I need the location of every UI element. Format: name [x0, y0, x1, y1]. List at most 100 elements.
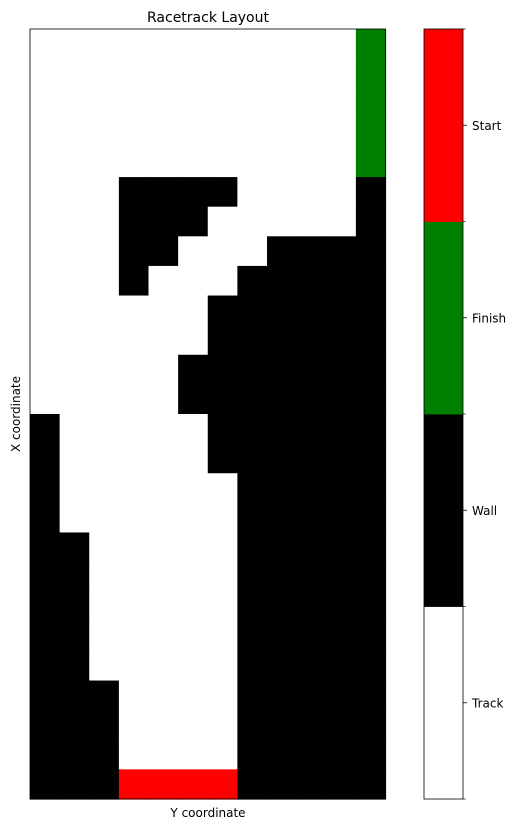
cell-wall-r5-c6	[208, 177, 238, 207]
cell-wall-r10-c9	[297, 325, 327, 355]
cell-track-r16-c6	[208, 503, 238, 533]
cell-wall-r24-c7	[237, 740, 267, 770]
cell-wall-r20-c0	[30, 621, 60, 651]
chart-title: Racetrack Layout	[147, 10, 269, 26]
cell-wall-r15-c8	[267, 473, 297, 503]
cell-track-r20-c5	[178, 621, 208, 651]
cell-wall-r21-c9	[297, 651, 327, 681]
cell-track-r11-c3	[119, 355, 149, 385]
cell-track-r8-c5	[178, 266, 208, 296]
cell-track-r10-c4	[149, 325, 179, 355]
cell-track-r2-c10	[326, 88, 356, 118]
cell-track-r5-c7	[237, 177, 267, 207]
cell-track-r3-c0	[30, 118, 60, 148]
colorbar-segment-track	[424, 607, 463, 800]
cell-wall-r24-c10	[326, 740, 356, 770]
cell-wall-r25-c7	[237, 769, 267, 799]
cell-wall-r11-c7	[237, 355, 267, 385]
cell-wall-r22-c11	[356, 681, 386, 711]
cell-wall-r21-c7	[237, 651, 267, 681]
cell-wall-r8-c7	[237, 266, 267, 296]
cell-wall-r12-c6	[208, 384, 238, 414]
cell-track-r19-c5	[178, 592, 208, 622]
cell-track-r2-c9	[297, 88, 327, 118]
heatmap-cells	[30, 29, 386, 800]
cell-track-r19-c6	[208, 592, 238, 622]
cell-track-r15-c6	[208, 473, 238, 503]
cell-track-r12-c3	[119, 384, 149, 414]
cell-wall-r9-c10	[326, 296, 356, 326]
cell-wall-r24-c0	[30, 740, 60, 770]
cell-track-r4-c0	[30, 147, 60, 177]
cell-wall-r17-c10	[326, 532, 356, 562]
cell-track-r12-c0	[30, 384, 60, 414]
cell-wall-r17-c8	[267, 532, 297, 562]
cell-wall-r6-c5	[178, 207, 208, 237]
cell-track-r8-c2	[89, 266, 119, 296]
cell-track-r3-c9	[297, 118, 327, 148]
cell-track-r14-c4	[149, 444, 179, 474]
cell-wall-r17-c9	[297, 532, 327, 562]
cell-track-r18-c2	[89, 562, 119, 592]
cell-track-r18-c5	[178, 562, 208, 592]
cell-track-r18-c6	[208, 562, 238, 592]
cell-track-r1-c7	[237, 59, 267, 89]
cell-wall-r25-c9	[297, 769, 327, 799]
cell-track-r8-c6	[208, 266, 238, 296]
cell-track-r10-c2	[89, 325, 119, 355]
cell-track-r21-c6	[208, 651, 238, 681]
cell-track-r23-c5	[178, 710, 208, 740]
cell-wall-r25-c10	[326, 769, 356, 799]
cell-track-r1-c1	[60, 59, 90, 89]
cell-finish-r1-c11	[356, 59, 386, 89]
cell-wall-r18-c9	[297, 562, 327, 592]
cell-wall-r11-c11	[356, 355, 386, 385]
cell-track-r11-c0	[30, 355, 60, 385]
cell-wall-r22-c2	[89, 681, 119, 711]
cell-track-r1-c5	[178, 59, 208, 89]
cell-wall-r13-c9	[297, 414, 327, 444]
cell-wall-r6-c11	[356, 207, 386, 237]
cell-track-r0-c7	[237, 29, 267, 59]
cell-wall-r20-c1	[60, 621, 90, 651]
cell-track-r6-c2	[89, 207, 119, 237]
colorbar-segment-wall	[424, 414, 463, 607]
cell-track-r15-c5	[178, 473, 208, 503]
cell-wall-r11-c8	[267, 355, 297, 385]
cell-wall-r12-c10	[326, 384, 356, 414]
cell-track-r0-c6	[208, 29, 238, 59]
cell-track-r5-c0	[30, 177, 60, 207]
cell-wall-r23-c7	[237, 710, 267, 740]
cell-wall-r23-c1	[60, 710, 90, 740]
cell-track-r11-c2	[89, 355, 119, 385]
cell-wall-r20-c10	[326, 621, 356, 651]
cell-track-r13-c5	[178, 414, 208, 444]
colorbar-label-finish: Finish	[472, 311, 506, 325]
cell-track-r10-c0	[30, 325, 60, 355]
cell-track-r9-c2	[89, 296, 119, 326]
cell-finish-r3-c11	[356, 118, 386, 148]
cell-track-r22-c3	[119, 681, 149, 711]
cell-track-r4-c8	[267, 147, 297, 177]
cell-wall-r25-c11	[356, 769, 386, 799]
cell-wall-r25-c8	[267, 769, 297, 799]
cell-wall-r18-c11	[356, 562, 386, 592]
cell-track-r13-c3	[119, 414, 149, 444]
cell-track-r14-c2	[89, 444, 119, 474]
cell-track-r2-c7	[237, 88, 267, 118]
cell-track-r7-c2	[89, 236, 119, 266]
cell-wall-r24-c1	[60, 740, 90, 770]
cell-wall-r21-c8	[267, 651, 297, 681]
cell-wall-r14-c9	[297, 444, 327, 474]
cell-wall-r13-c0	[30, 414, 60, 444]
cell-wall-r19-c8	[267, 592, 297, 622]
cell-wall-r11-c5	[178, 355, 208, 385]
cell-wall-r22-c1	[60, 681, 90, 711]
cell-wall-r19-c9	[297, 592, 327, 622]
cell-track-r3-c8	[267, 118, 297, 148]
cell-track-r18-c3	[119, 562, 149, 592]
cell-track-r2-c6	[208, 88, 238, 118]
cell-track-r2-c5	[178, 88, 208, 118]
cell-wall-r9-c11	[356, 296, 386, 326]
cell-wall-r7-c3	[119, 236, 149, 266]
